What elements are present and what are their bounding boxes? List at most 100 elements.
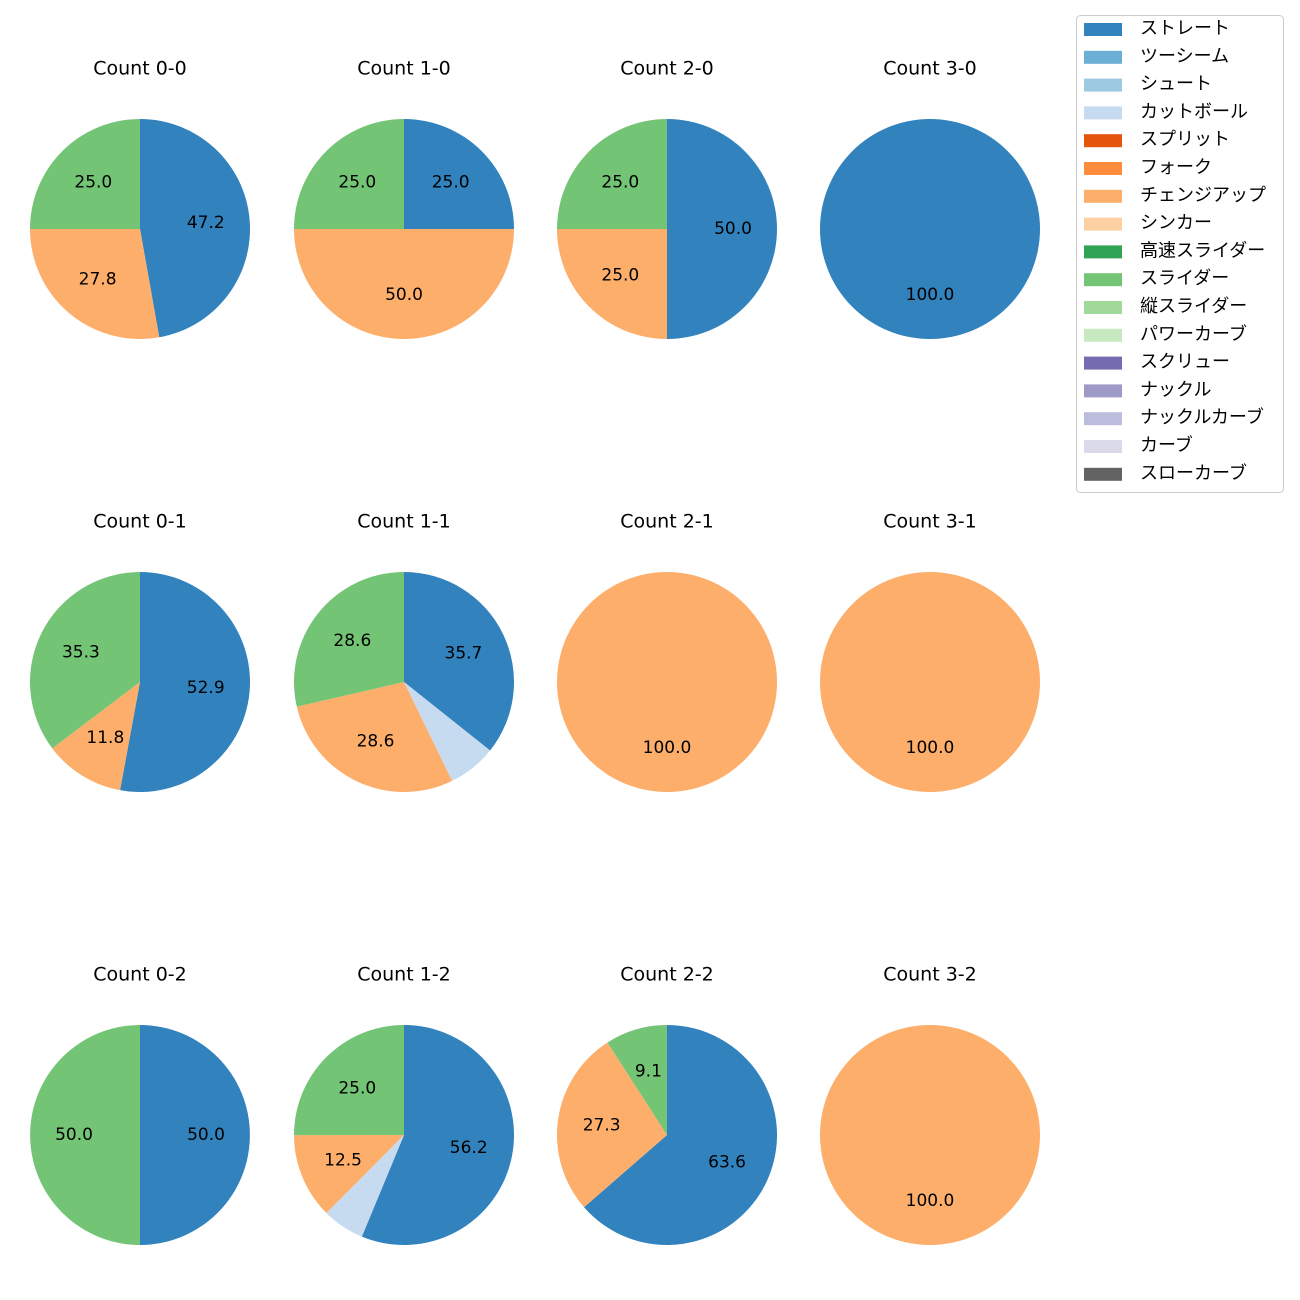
chart-title: Count 1-2 (357, 964, 451, 986)
legend-label: スクリュー (1140, 352, 1230, 373)
slice-label: 25.0 (432, 172, 470, 192)
pie-slice (294, 1025, 404, 1136)
slice-label: 25.0 (601, 172, 639, 192)
legend-label: ナックル (1140, 379, 1211, 400)
legend-label: フォーク (1140, 157, 1212, 178)
legend-box (1076, 15, 1284, 493)
pie-slice (140, 1025, 250, 1245)
legend-swatch (1084, 23, 1122, 36)
legend-swatch (1084, 384, 1122, 398)
chart-title: Count 3-0 (883, 58, 977, 80)
chart-title: Count 0-2 (93, 964, 187, 986)
legend-label: ナックルカーブ (1140, 406, 1264, 428)
legend-swatch (1084, 189, 1122, 203)
pie-slice (294, 229, 514, 339)
pie-slice (294, 572, 404, 707)
legend-label: スプリット (1140, 129, 1230, 150)
pie-slice (607, 1025, 667, 1135)
legend-swatch (1084, 134, 1122, 148)
slice-label: 28.6 (333, 631, 371, 651)
legend-label: ツーシーム (1140, 46, 1229, 67)
legend-swatch (1084, 412, 1122, 426)
slice-label: 27.8 (79, 270, 117, 290)
chart-title: Count 3-1 (883, 511, 977, 533)
legend-label: シュート (1140, 74, 1212, 95)
pie-slice (120, 572, 251, 792)
slice-label: 100.0 (906, 1191, 955, 1211)
legend-swatch (1084, 50, 1122, 64)
pie-slice (404, 119, 514, 229)
legend-swatch (1084, 328, 1122, 342)
pie-slice (326, 1135, 404, 1237)
legend-swatch (1084, 273, 1122, 287)
pie-slice (667, 119, 777, 339)
legend-label: チェンジアップ (1140, 185, 1266, 206)
pie-slice (294, 1135, 404, 1213)
pie-slice (557, 572, 777, 792)
chart-title: Count 3-2 (883, 964, 977, 986)
legend-swatch (1084, 467, 1122, 481)
legend-swatch (1084, 440, 1122, 453)
legend-swatch (1084, 245, 1122, 259)
slice-label: 35.3 (62, 643, 100, 663)
slice-label: 50.0 (55, 1125, 93, 1145)
legend-label: スローカーブ (1140, 462, 1247, 484)
pie-slice (30, 1025, 140, 1245)
pie-slice (557, 229, 667, 339)
chart-title: Count 0-1 (93, 511, 187, 533)
slice-label: 100.0 (906, 738, 955, 758)
pie-slice (294, 119, 404, 229)
pie-slice (820, 572, 1040, 792)
chart-title: Count 2-1 (620, 511, 714, 533)
legend-label: スライダー (1140, 268, 1229, 289)
slice-label: 50.0 (385, 285, 423, 305)
slice-label: 63.6 (708, 1152, 746, 1172)
legend-label: 縦スライダー (1140, 296, 1247, 317)
chart-title: Count 2-2 (620, 964, 714, 986)
pie-slice (404, 572, 514, 751)
legend-swatch (1084, 217, 1122, 231)
pie-slice (820, 119, 1040, 339)
slice-label: 35.7 (445, 643, 483, 663)
legend-swatch (1084, 356, 1122, 370)
slice-label: 28.6 (357, 732, 395, 752)
slice-label: 100.0 (906, 285, 955, 305)
slice-label: 56.2 (450, 1138, 488, 1158)
slice-label: 50.0 (187, 1125, 225, 1145)
pie-slice (296, 682, 453, 792)
legend-swatch (1084, 78, 1122, 92)
slice-label: 27.3 (583, 1116, 621, 1136)
slice-label: 50.0 (714, 219, 752, 239)
pie-slice (556, 1042, 667, 1208)
legend-label: ストレート (1140, 18, 1230, 39)
pie-slice (557, 119, 667, 229)
chart-title: Count 1-0 (357, 58, 451, 80)
slice-label: 9.1 (635, 1062, 662, 1082)
slice-label: 25.0 (601, 266, 639, 286)
legend-swatch (1084, 162, 1122, 175)
legend-swatch (1084, 301, 1122, 314)
slice-label: 25.0 (338, 1078, 376, 1098)
chart-title: Count 2-0 (620, 58, 714, 80)
pie-slice (820, 1025, 1040, 1245)
pie-slice (52, 682, 140, 791)
legend-label: カーブ (1140, 434, 1193, 456)
legend-label: パワーカーブ (1140, 323, 1247, 345)
pie-slice (30, 119, 140, 229)
chart-title: Count 0-0 (93, 58, 187, 80)
chart-title: Count 1-1 (357, 511, 451, 533)
pie-slice (29, 572, 141, 749)
legend-label: 高速スライダー (1140, 240, 1265, 261)
pie-slice (30, 229, 160, 339)
legend-swatch (1084, 106, 1122, 120)
slice-label: 11.8 (86, 728, 124, 748)
slice-label: 52.9 (187, 678, 225, 698)
slice-label: 100.0 (643, 738, 692, 758)
slice-label: 47.2 (187, 213, 225, 233)
slice-label: 12.5 (324, 1150, 362, 1170)
pie-slice (140, 119, 250, 338)
legend-label: カットボール (1140, 101, 1248, 122)
pie-slice (404, 682, 491, 781)
slice-label: 25.0 (338, 172, 376, 192)
